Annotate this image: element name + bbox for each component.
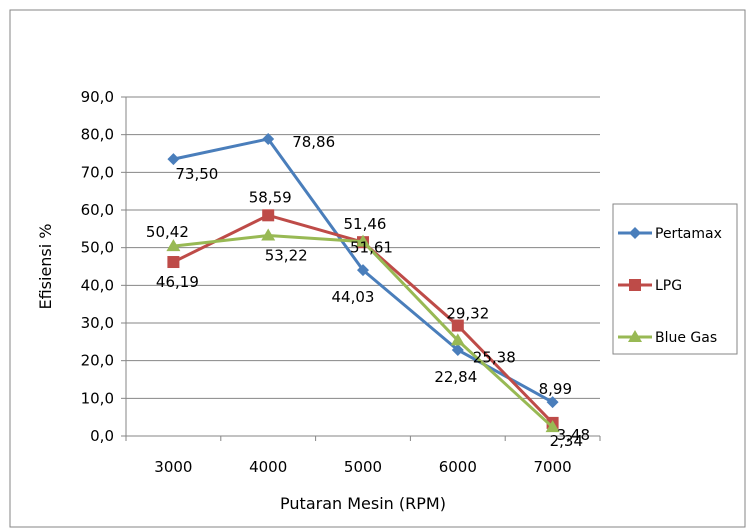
x-tick-label: 3000: [154, 458, 192, 476]
y-tick-label: 80,0: [81, 126, 114, 144]
data-label: 46,19: [156, 273, 199, 291]
x-tick-label: 7000: [534, 458, 572, 476]
legend-marker: [629, 279, 641, 291]
x-tick-label: 5000: [344, 458, 382, 476]
x-tick-label: 6000: [439, 458, 477, 476]
data-point: [357, 264, 369, 277]
legend: Pertamax LPG Blue Gas: [612, 203, 738, 355]
data-label: 29,32: [446, 305, 489, 323]
data-label: 50,42: [146, 223, 189, 241]
series-group: [166, 132, 560, 433]
data-point: [261, 228, 276, 241]
y-tick-label: 30,0: [81, 314, 114, 332]
data-label: 51,61: [350, 239, 393, 257]
y-tick-label: 0,0: [90, 427, 114, 445]
data-point: [262, 132, 275, 145]
x-tick-labels: 3000 4000 5000 6000 7000: [154, 458, 571, 476]
legend-label: Blue Gas: [655, 330, 717, 346]
legend-label: Pertamax: [655, 226, 722, 242]
y-tick-labels: 0,0 10,0 20,0 30,0 40,0 50,0 60,0 70,0 80,0 90,0: [81, 88, 114, 445]
y-tick-label: 20,0: [81, 352, 114, 370]
x-tick-label: 4000: [249, 458, 287, 476]
legend-marker: [628, 330, 642, 342]
data-point: [451, 319, 464, 332]
data-point: [450, 333, 465, 346]
data-point: [167, 256, 180, 269]
data-point: [356, 234, 370, 247]
y-tick-label: 70,0: [81, 163, 114, 181]
x-axis-title: Putaran Mesin (RPM): [280, 494, 446, 513]
data-label: 3,48: [557, 426, 590, 444]
y-axis-title: Efisiensi %: [36, 223, 55, 309]
data-label: 73,50: [175, 165, 218, 183]
data-point: [451, 343, 464, 356]
y-tick-label: 10,0: [81, 389, 114, 407]
legend-entry: Blue Gas: [618, 330, 717, 346]
data-label: 78,86: [292, 133, 335, 151]
data-label: 51,46: [344, 215, 387, 233]
data-point: [166, 239, 181, 252]
data-label: 25,38: [473, 348, 516, 366]
legend-entry: Pertamax: [618, 226, 722, 242]
legend-label: LPG: [655, 278, 682, 294]
data-label: 2,34: [550, 432, 583, 450]
data-point: [167, 153, 180, 166]
data-label: 22,84: [434, 368, 477, 386]
y-tick-label: 50,0: [81, 239, 114, 257]
y-tick-label: 90,0: [81, 88, 114, 106]
data-label: 8,99: [539, 380, 572, 398]
data-label: 53,22: [265, 247, 308, 265]
data-point: [545, 420, 560, 433]
data-point: [262, 209, 275, 222]
series-3: [166, 228, 560, 433]
data-label: 58,59: [249, 188, 292, 206]
data-labels: 73,50 78,86 44,03 22,84 8,99 46,19 58,59 51,46 2…: [146, 133, 590, 450]
data-label: 44,03: [332, 288, 375, 306]
data-point: [546, 396, 559, 409]
legend-entry: LPG: [618, 278, 682, 294]
y-tick-label: 60,0: [81, 201, 114, 219]
y-tick-label: 40,0: [81, 276, 114, 294]
axes: [125, 97, 601, 441]
legend-marker: [629, 227, 641, 239]
